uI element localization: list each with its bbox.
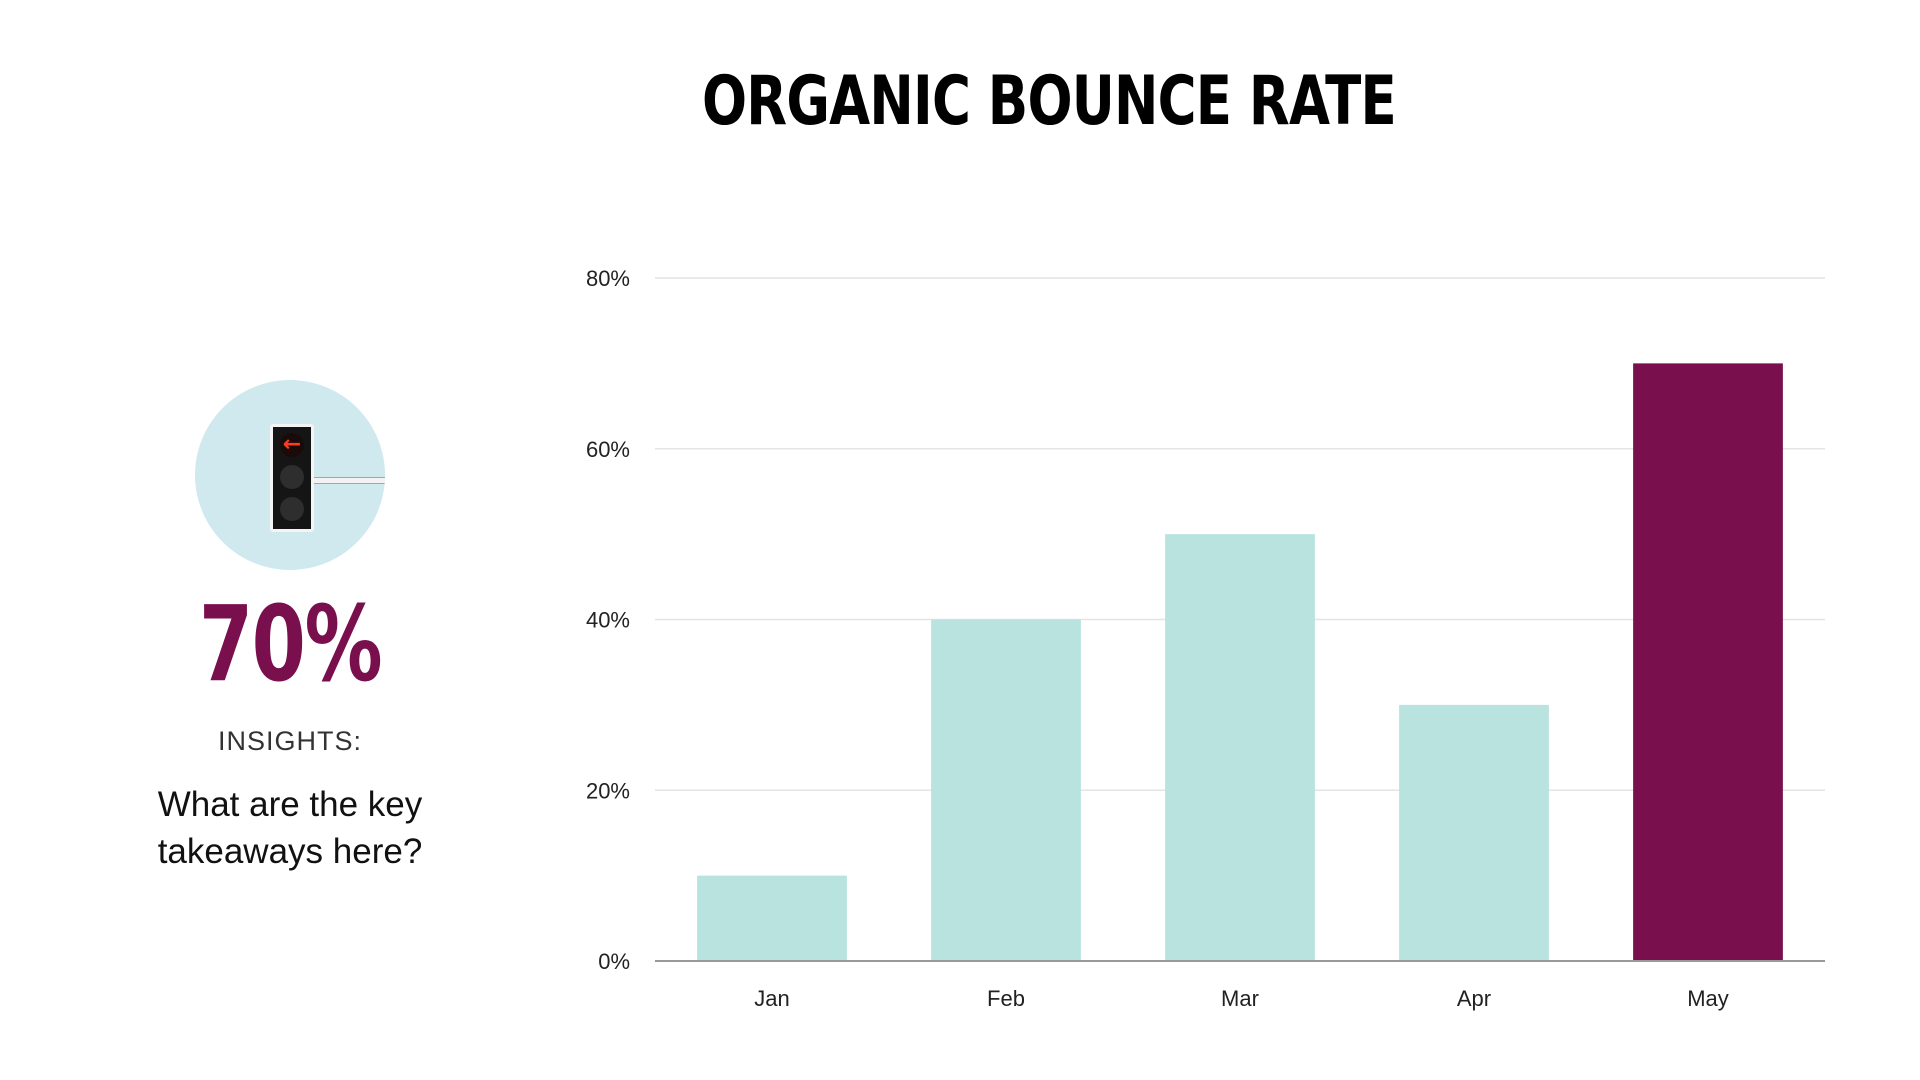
bar-feb: [931, 619, 1081, 961]
x-tick-label: May: [1687, 986, 1729, 1011]
green-lamp: [280, 497, 304, 521]
y-tick-label: 60%: [586, 437, 630, 462]
x-tick-label: Mar: [1221, 986, 1259, 1011]
x-tick-label: Feb: [987, 986, 1025, 1011]
insights-text: What are the key takeaways here?: [100, 781, 480, 875]
insights-text-line-2: takeaways here?: [157, 832, 423, 871]
chart-title: ORGANIC BOUNCE RATE: [702, 62, 1397, 141]
x-tick-label: Jan: [754, 986, 789, 1011]
y-tick-label: 20%: [586, 778, 630, 803]
signal-pole: [310, 477, 385, 484]
yellow-lamp: [280, 465, 304, 489]
bar-jan: [697, 875, 847, 961]
left-arrow-icon: ←: [282, 432, 302, 457]
highlight-value: 70%: [198, 583, 383, 705]
y-tick-label: 40%: [586, 608, 630, 633]
insights-text-line-1: What are the key: [157, 785, 423, 824]
insights-panel: ← 70% INSIGHTS: What are the key takeawa…: [100, 380, 480, 875]
traffic-light-icon: ←: [195, 380, 385, 570]
insights-label: INSIGHTS:: [217, 726, 362, 756]
red-arrow-lamp: ←: [280, 433, 304, 457]
y-tick-label: 0%: [598, 949, 630, 974]
bar-apr: [1399, 704, 1549, 961]
signal-head: ←: [270, 424, 314, 532]
bar-mar: [1165, 534, 1315, 961]
y-tick-label: 80%: [586, 266, 630, 291]
bar-chart: 0% 20% 40% 60% 80% Jan Feb Mar Apr May: [586, 266, 1825, 1011]
bar-may: [1633, 363, 1783, 961]
x-tick-label: Apr: [1457, 986, 1491, 1011]
